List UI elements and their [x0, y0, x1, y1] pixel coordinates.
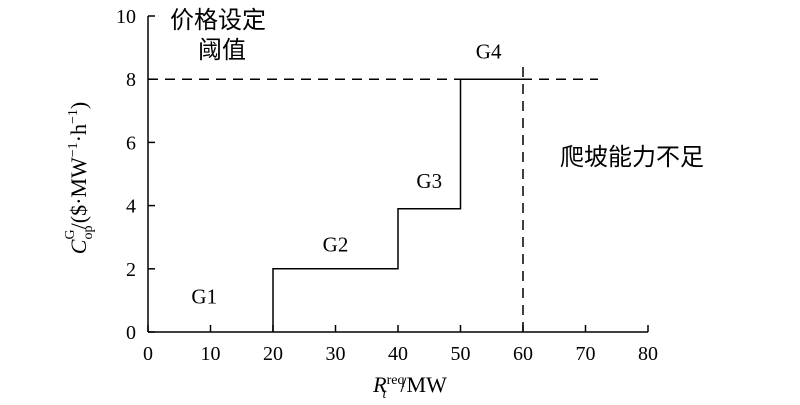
x-axis-label: Rreq t/MW	[372, 372, 447, 402]
price-threshold-label-line2: 阈值	[198, 36, 246, 64]
generator-label-g1: G1	[191, 285, 217, 309]
y-tick-label: 2	[126, 259, 136, 281]
merit-order-step-curve	[272, 78, 523, 332]
x-tick-label: 70	[576, 343, 596, 365]
generator-label-g4: G4	[476, 40, 502, 64]
series	[148, 60, 598, 332]
ticks: 0 10 20 30 40 50 60 70 80 0 2 4 6 8 10	[116, 6, 658, 365]
y-tick-label: 10	[116, 6, 136, 28]
x-tick-label: 40	[388, 343, 408, 365]
y-tick-label: 0	[126, 322, 136, 344]
generator-label-g3: G3	[416, 169, 442, 193]
x-tick-label: 20	[263, 343, 283, 365]
ramp-limit-label: 爬坡能力不足	[560, 143, 704, 171]
labels: G1 G2 G3 G4	[191, 40, 502, 309]
y-tick-label: 4	[126, 196, 136, 218]
x-tick-label: 10	[201, 343, 221, 365]
x-tick-label: 80	[638, 343, 658, 365]
x-tick-label: 30	[326, 343, 346, 365]
y-tick-label: 6	[126, 132, 136, 154]
x-tick-label: 50	[451, 343, 471, 365]
y-tick-label: 8	[126, 69, 136, 91]
x-tick-label: 0	[143, 343, 153, 365]
price-threshold-label-line1: 价格设定	[170, 6, 266, 34]
y-axis-label: CopG/($·MW−1·h−1)	[63, 102, 96, 254]
generator-label-g2: G2	[323, 232, 349, 256]
x-tick-label: 60	[513, 343, 533, 365]
